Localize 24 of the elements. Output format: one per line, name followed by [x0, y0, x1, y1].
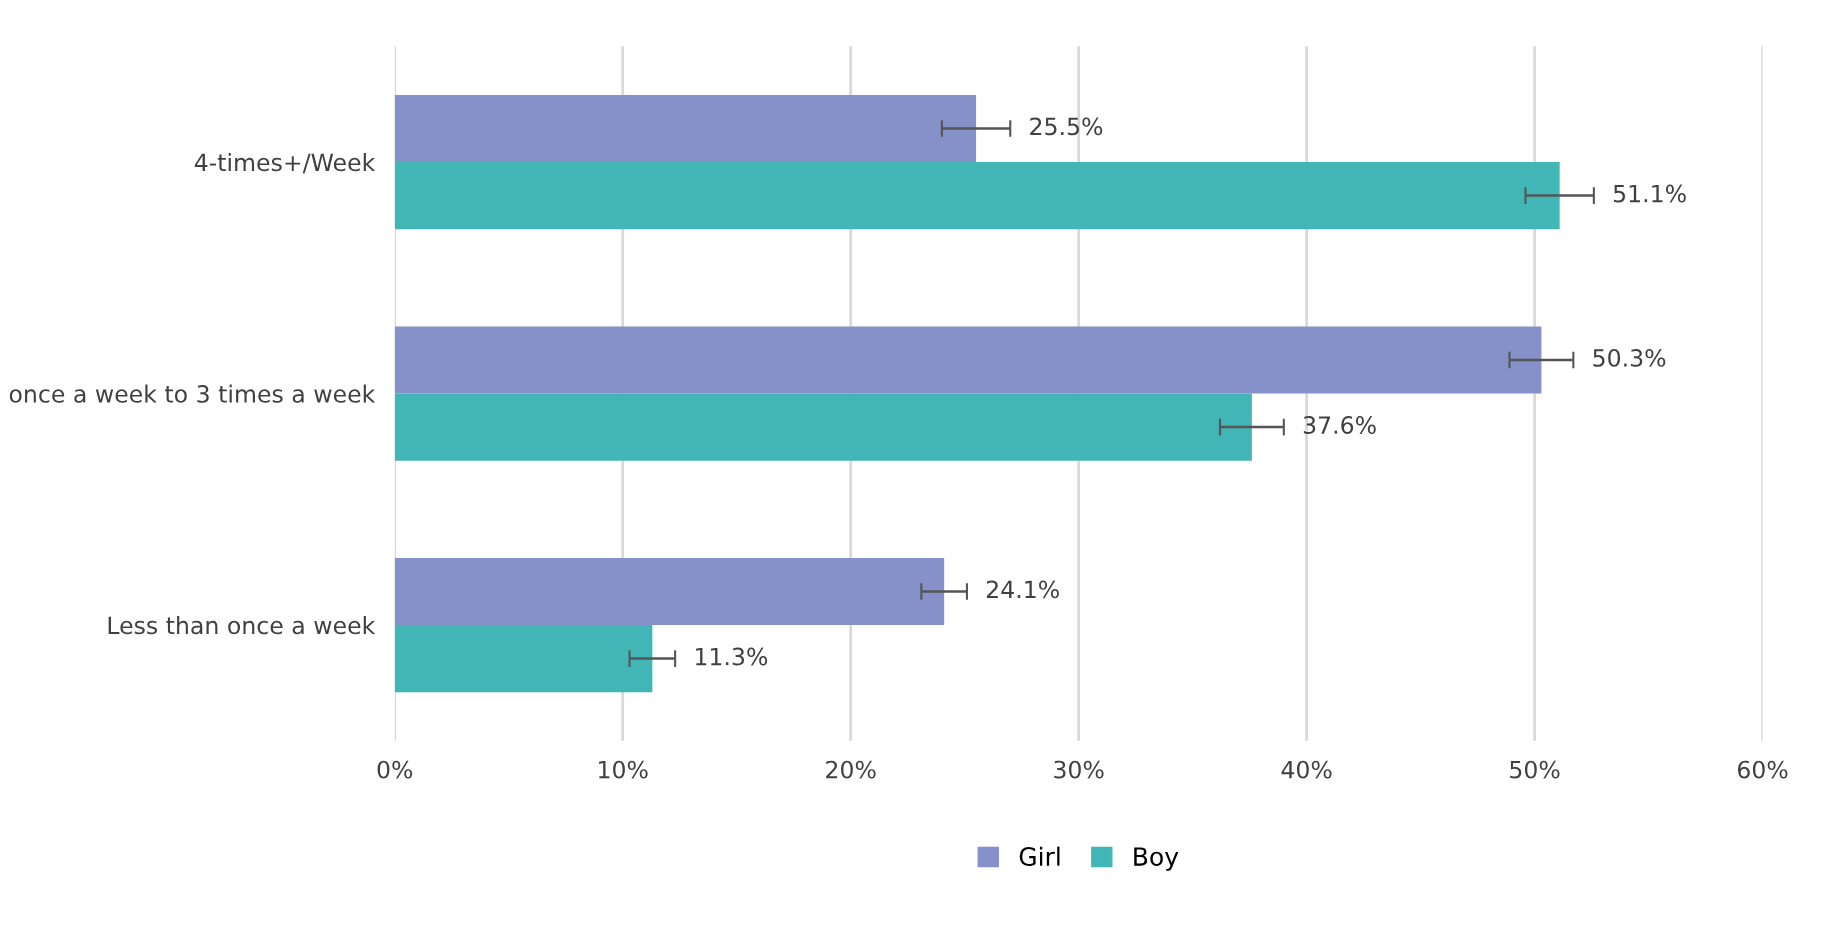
legend-label: Girl — [1019, 846, 1060, 866]
bar — [394, 393, 1252, 461]
x-tick-label: 40% — [1281, 760, 1332, 779]
x-tick-label: 20% — [826, 760, 876, 779]
bar — [394, 94, 977, 163]
bar — [394, 625, 653, 693]
legend-label: Boy — [1134, 847, 1179, 871]
y-tick-label: 4-times+/Week — [194, 153, 376, 174]
y-tick-label: once a week to 3 times a week — [9, 384, 376, 403]
bar — [394, 162, 1560, 230]
x-tick-label: 60% — [1737, 760, 1788, 779]
data-label: 11.3% — [695, 647, 768, 666]
data-label: 24.1% — [986, 580, 1059, 599]
x-tick-label: 10% — [599, 760, 648, 779]
bar — [394, 557, 945, 626]
y-tick-label: Less than once a week — [108, 616, 376, 635]
x-tick-label: 0% — [377, 760, 413, 779]
data-label: 37.6% — [1303, 416, 1376, 434]
bar — [394, 326, 1542, 394]
x-tick-label: 30% — [1054, 760, 1104, 779]
data-label: 25.5% — [1030, 117, 1103, 136]
data-label: 51.1% — [1613, 184, 1686, 203]
x-tick-label: 50% — [1510, 760, 1560, 779]
data-label: 50.3% — [1593, 348, 1666, 367]
